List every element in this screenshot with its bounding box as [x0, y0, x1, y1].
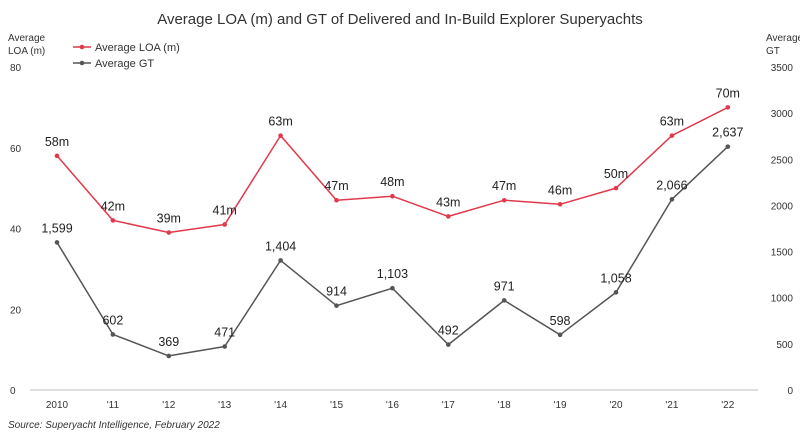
chart-title: Average LOA (m) and GT of Delivered and … — [157, 11, 643, 28]
data-label-loa: 47m — [492, 179, 516, 193]
data-label-loa: 58m — [45, 135, 69, 149]
right-tick-label: 3000 — [771, 109, 794, 120]
x-tick-label: '18 — [498, 400, 511, 411]
data-label-loa: 39m — [157, 212, 181, 226]
x-axis-ticks: 2010 '11 '12 '13 '14 '15 '16 '17 '18 '19 '20 '21 '22 — [46, 400, 735, 411]
data-label-gt: 471 — [214, 326, 235, 340]
data-label-loa: 63m — [660, 115, 684, 129]
data-point-gt — [222, 344, 227, 349]
series-layer: 58m 42m 39m 41m 63m 47m 48m 43m 47m 46m 50m 63m 70m 1… — [41, 86, 743, 359]
left-tick-label: 80 — [10, 63, 22, 74]
right-tick-label: 0 — [787, 386, 793, 397]
data-label-gt: 602 — [102, 313, 123, 327]
right-tick-label: 2500 — [771, 155, 794, 166]
left-axis-title-line2: LOA (m) — [8, 46, 45, 57]
x-tick-label: '17 — [442, 400, 455, 411]
legend-item-gt: Average GT — [73, 58, 154, 70]
data-point-gt — [613, 290, 619, 295]
data-point-gt — [390, 285, 395, 291]
data-label-gt: 2,066 — [656, 178, 687, 192]
x-tick-label: '14 — [274, 400, 287, 411]
right-tick-label: 3500 — [771, 63, 794, 74]
data-label-gt: 1,599 — [41, 221, 72, 235]
right-tick-label: 500 — [776, 340, 793, 351]
left-axis-ticks: 0 20 40 60 80 — [10, 63, 22, 397]
data-point-loa — [390, 193, 395, 199]
x-tick-label: '22 — [721, 400, 734, 411]
data-label-loa: 63m — [268, 115, 292, 129]
left-axis-title-line1: Average — [8, 33, 46, 44]
data-label-gt: 598 — [550, 314, 571, 328]
data-point-gt — [669, 197, 675, 202]
x-tick-label: '20 — [609, 400, 622, 411]
data-label-loa: 50m — [604, 167, 628, 181]
data-label-gt: 492 — [438, 324, 459, 338]
data-point-gt — [278, 258, 283, 263]
data-point-loa — [334, 197, 339, 203]
data-label-gt: 971 — [494, 279, 515, 293]
data-label-loa: 42m — [101, 199, 125, 213]
data-point-gt — [54, 240, 60, 245]
x-tick-label: '15 — [330, 400, 343, 411]
legend-marker-loa — [79, 44, 85, 50]
source-note: Source: Superyacht Intelligence, Februar… — [8, 420, 220, 431]
data-point-loa — [278, 133, 283, 138]
left-tick-label: 40 — [10, 225, 22, 236]
legend-label-loa: Average LOA (m) — [95, 42, 180, 54]
data-label-loa: 47m — [324, 179, 348, 193]
data-point-loa — [222, 222, 227, 227]
left-tick-label: 60 — [10, 144, 22, 155]
data-point-gt — [446, 342, 451, 347]
data-point-loa — [557, 201, 563, 207]
data-point-loa — [501, 197, 507, 203]
data-point-loa — [669, 133, 675, 138]
data-label-loa: 43m — [436, 195, 460, 209]
data-point-gt — [334, 303, 339, 308]
right-tick-label: 2000 — [771, 201, 794, 212]
data-point-loa — [166, 230, 172, 235]
data-label-gt: 1,103 — [377, 267, 408, 281]
data-point-loa — [110, 218, 116, 223]
x-tick-label: '21 — [665, 400, 678, 411]
left-tick-label: 0 — [10, 386, 16, 397]
left-tick-label: 20 — [10, 305, 22, 316]
legend-label-gt: Average GT — [95, 58, 154, 70]
right-tick-label: 1000 — [771, 294, 794, 305]
data-point-loa — [446, 214, 451, 219]
data-point-gt — [557, 332, 563, 338]
data-point-gt — [501, 298, 507, 303]
data-label-gt: 1,058 — [600, 271, 631, 285]
right-axis-title-line1: Average — [766, 33, 800, 44]
data-point-loa — [54, 153, 60, 159]
x-tick-label: '12 — [162, 400, 175, 411]
right-tick-label: 1500 — [771, 248, 794, 259]
data-point-gt — [166, 353, 172, 359]
data-label-loa: 41m — [213, 203, 237, 217]
data-point-loa — [725, 105, 731, 110]
x-tick-label: '16 — [386, 400, 399, 411]
data-label-loa: 46m — [548, 183, 572, 197]
data-label-loa: 48m — [380, 175, 404, 189]
legend: Average LOA (m) Average GT — [73, 42, 180, 70]
data-point-loa — [613, 185, 619, 191]
legend-item-loa: Average LOA (m) — [73, 42, 180, 54]
data-point-gt — [110, 332, 116, 337]
data-label-gt: 914 — [326, 285, 347, 299]
data-label-gt: 2,637 — [712, 126, 743, 140]
legend-marker-gt — [79, 60, 85, 66]
data-point-gt — [725, 144, 731, 149]
data-label-loa: 70m — [716, 86, 740, 100]
right-axis-title-line2: GT — [766, 46, 780, 57]
x-tick-label: '19 — [554, 400, 567, 411]
x-tick-label: '11 — [107, 400, 120, 411]
x-tick-label: '13 — [218, 400, 231, 411]
right-axis-ticks: 0 500 1000 1500 2000 2500 3000 3500 — [771, 63, 794, 397]
data-label-gt: 369 — [158, 335, 179, 349]
x-tick-label: 2010 — [46, 400, 69, 411]
data-label-gt: 1,404 — [265, 239, 296, 253]
